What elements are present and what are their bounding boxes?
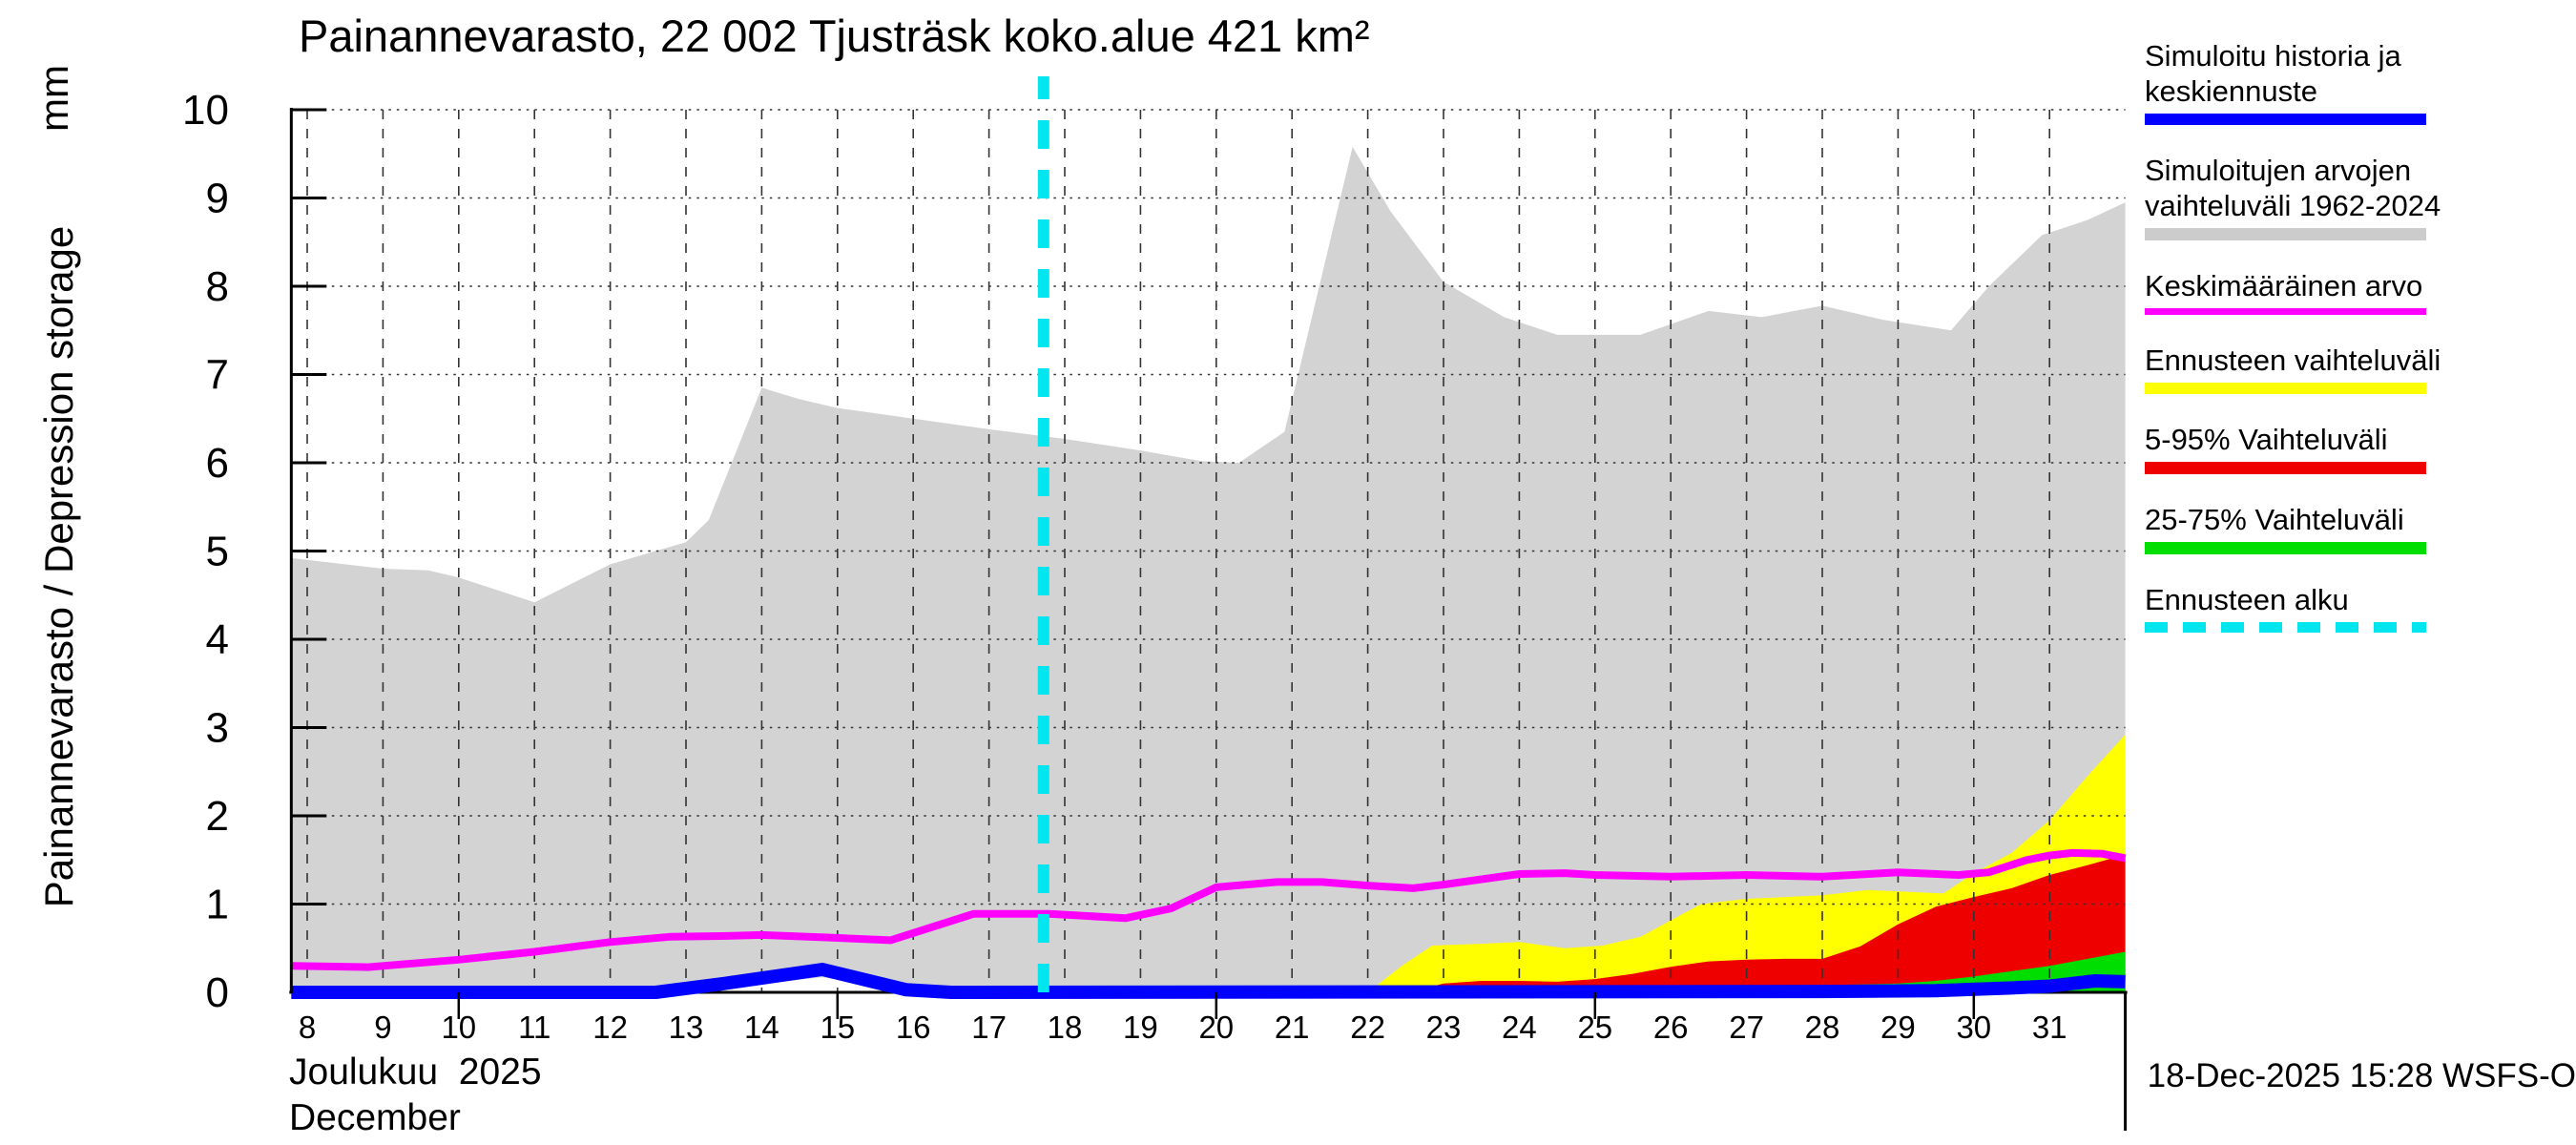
legend-item-4: 5-95% Vaihteluväli <box>2145 422 2576 474</box>
x-tick-label: 31 <box>2032 1010 2067 1045</box>
chart-title: Painannevarasto, 22 002 Tjusträsk koko.a… <box>299 10 1370 61</box>
y-tick-label: 1 <box>206 882 229 928</box>
x-tick-label: 25 <box>1577 1010 1612 1045</box>
legend-item-label: 25-75% Vaihteluväli <box>2145 503 2404 536</box>
legend-item-label: Keskimääräinen arvo <box>2145 269 2423 302</box>
legend-item-label: vaihteluväli 1962-2024 <box>2145 189 2441 222</box>
month-label-finnish: Joulukuu 2025 <box>289 1051 542 1093</box>
legend-color-swatch <box>2145 462 2426 474</box>
legend-item-3: Ennusteen vaihteluväli <box>2145 343 2576 394</box>
x-tick-label: 17 <box>971 1010 1007 1045</box>
x-tick-label: 30 <box>1956 1010 1991 1045</box>
y-tick-label: 4 <box>206 616 229 663</box>
x-tick-label: 18 <box>1048 1010 1083 1045</box>
y-tick-label: 5 <box>206 529 229 575</box>
y-tick-label: 9 <box>206 176 229 222</box>
legend-item-5: 25-75% Vaihteluväli <box>2145 502 2576 554</box>
x-tick-label: 9 <box>374 1010 391 1045</box>
mean-line <box>291 848 2127 971</box>
legend-item-label: Simuloitu historia ja <box>2145 39 2401 73</box>
y-tick-label: 6 <box>206 440 229 487</box>
x-tick-label: 29 <box>1880 1010 1916 1045</box>
legend-item-0: Simuloitu historia ja keskiennuste <box>2145 38 2576 125</box>
x-tick-label: 20 <box>1198 1010 1234 1045</box>
x-tick-label: 19 <box>1123 1010 1158 1045</box>
legend: Simuloitu historia ja keskiennuste Simuloi… <box>2145 38 2576 660</box>
x-tick-label: 13 <box>669 1010 704 1045</box>
x-tick-label: 12 <box>592 1010 628 1045</box>
median-forecast-line <box>291 963 2126 999</box>
legend-item-label: 5-95% Vaihteluväli <box>2145 423 2388 456</box>
y-tick-label: 0 <box>206 969 229 1016</box>
x-tick-label: 16 <box>896 1010 931 1045</box>
x-tick-label: 15 <box>820 1010 855 1045</box>
x-tick-label: 8 <box>299 1010 316 1045</box>
x-tick-label: 28 <box>1805 1010 1840 1045</box>
month-label-english: December <box>289 1097 461 1138</box>
y-tick-label: 3 <box>206 705 229 752</box>
history-range-band <box>291 146 2126 992</box>
legend-item-label: keskiennuste <box>2145 74 2317 108</box>
x-tick-label: 23 <box>1426 1010 1462 1045</box>
legend-item-label: Simuloitujen arvojen <box>2145 154 2412 187</box>
x-tick-label: 21 <box>1275 1010 1310 1045</box>
legend-item-6: Ennusteen alku <box>2145 582 2576 633</box>
legend-color-swatch <box>2145 308 2426 315</box>
legend-color-swatch <box>2145 622 2426 633</box>
x-tick-label: 11 <box>518 1010 551 1045</box>
x-tick-label: 26 <box>1653 1010 1689 1045</box>
timestamp-label: 18-Dec-2025 15:28 WSFS-O <box>2147 1057 2576 1094</box>
x-tick-label: 10 <box>441 1010 476 1045</box>
x-tick-label: 27 <box>1729 1010 1764 1045</box>
y-tick-label: 7 <box>206 352 229 399</box>
legend-item-2: Keskimääräinen arvo <box>2145 268 2576 315</box>
y-tick-label: 10 <box>182 87 229 134</box>
legend-color-swatch <box>2145 542 2426 554</box>
legend-item-label: Ennusteen vaihteluväli <box>2145 344 2441 377</box>
legend-color-swatch <box>2145 383 2426 394</box>
legend-item-1: Simuloitujen arvojen vaihteluväli 1962-20… <box>2145 153 2576 240</box>
legend-color-swatch <box>2145 228 2426 240</box>
x-tick-label: 24 <box>1502 1010 1537 1045</box>
p5-95-band <box>1409 854 2126 992</box>
legend-color-swatch <box>2145 114 2426 125</box>
y-tick-label: 8 <box>206 263 229 310</box>
y-tick-label: 2 <box>206 793 229 840</box>
x-tick-label: 14 <box>744 1010 779 1045</box>
legend-item-label: Ennusteen alku <box>2145 583 2349 616</box>
x-tick-label: 22 <box>1350 1010 1385 1045</box>
